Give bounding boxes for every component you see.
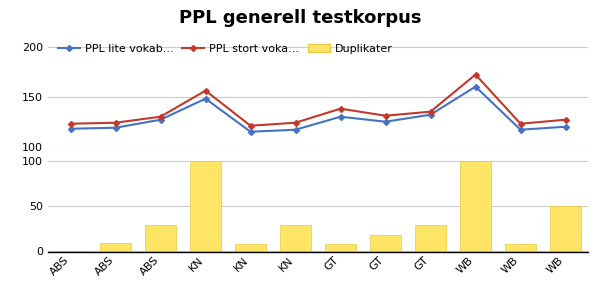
Bar [370, 235, 401, 250]
PPL lite vokab... [247, 130, 254, 133]
Line: PPL stort voka...: PPL stort voka... [68, 72, 568, 128]
PPL stort voka... [337, 107, 344, 110]
PPL stort voka... [157, 115, 164, 119]
PPL lite vokab... [112, 126, 119, 130]
PPL stort voka... [562, 118, 569, 122]
PPL lite vokab... [157, 118, 164, 122]
Bar [280, 226, 311, 250]
PPL lite vokab... [382, 120, 389, 123]
PPL stort voka... [427, 110, 434, 113]
PPL lite vokab... [517, 128, 524, 132]
Bar [145, 226, 176, 250]
PPL stort voka... [382, 114, 389, 118]
Bar [190, 161, 221, 250]
PPL stort voka... [517, 122, 524, 126]
PPL lite vokab... [562, 125, 569, 129]
Bar [100, 244, 131, 250]
PPL stort voka... [292, 121, 299, 125]
Line: PPL lite vokab...: PPL lite vokab... [68, 85, 568, 134]
PPL lite vokab... [292, 128, 299, 132]
Bar [505, 244, 536, 250]
PPL stort voka... [67, 122, 74, 126]
Text: PPL generell testkorpus: PPL generell testkorpus [179, 9, 421, 27]
Bar [550, 206, 581, 250]
PPL lite vokab... [337, 115, 344, 119]
Bar [235, 244, 266, 250]
Legend: PPL lite vokab..., PPL stort voka..., Duplikater: PPL lite vokab..., PPL stort voka..., Du… [53, 40, 397, 59]
PPL lite vokab... [67, 127, 74, 130]
PPL stort voka... [112, 121, 119, 125]
PPL lite vokab... [427, 113, 434, 116]
Bar [460, 161, 491, 250]
PPL stort voka... [202, 89, 209, 92]
Bar [415, 226, 446, 250]
PPL stort voka... [472, 73, 479, 76]
PPL lite vokab... [202, 97, 209, 101]
Bar [325, 244, 356, 250]
PPL lite vokab... [472, 85, 479, 88]
PPL stort voka... [247, 124, 254, 128]
